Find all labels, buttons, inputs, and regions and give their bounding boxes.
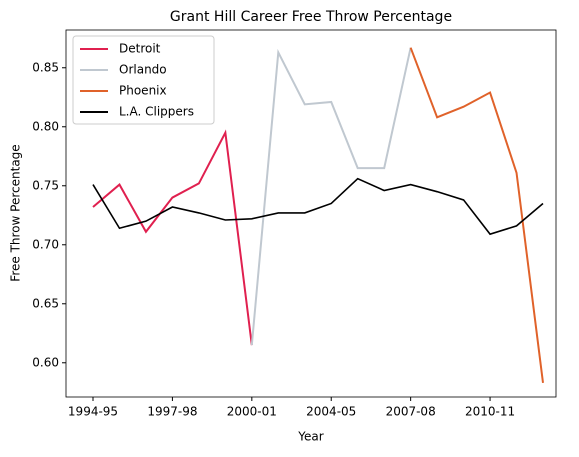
x-tick-label: 1997-98 <box>147 405 197 419</box>
legend-label: L.A. Clippers <box>119 105 194 119</box>
x-axis-label: Year <box>297 430 323 444</box>
chart-title: Grant Hill Career Free Throw Percentage <box>170 9 452 25</box>
x-tick-label: 2007-08 <box>386 405 436 419</box>
legend-label: Orlando <box>119 63 167 77</box>
y-tick-label: 0.70 <box>32 237 59 251</box>
x-tick-label: 2004-05 <box>306 405 356 419</box>
y-tick-label: 0.75 <box>32 178 59 192</box>
y-axis-label: Free Throw Percentage <box>9 144 23 281</box>
line <box>92 177 544 236</box>
plot-frame <box>65 29 557 398</box>
legend-label: Phoenix <box>119 84 167 98</box>
legend-box <box>72 35 215 125</box>
x-tick-label: 2000-01 <box>227 405 277 419</box>
x-tick-label: 2010-11 <box>465 405 515 419</box>
line <box>409 47 544 383</box>
legend-label: Detroit <box>119 42 161 56</box>
y-tick-label: 0.80 <box>32 119 59 133</box>
y-tick-label: 0.85 <box>32 60 59 74</box>
line <box>250 47 412 346</box>
x-tick-label: 1994-95 <box>68 405 118 419</box>
y-tick-label: 0.60 <box>32 355 59 369</box>
line <box>92 129 253 346</box>
y-tick-label: 0.65 <box>32 296 59 310</box>
